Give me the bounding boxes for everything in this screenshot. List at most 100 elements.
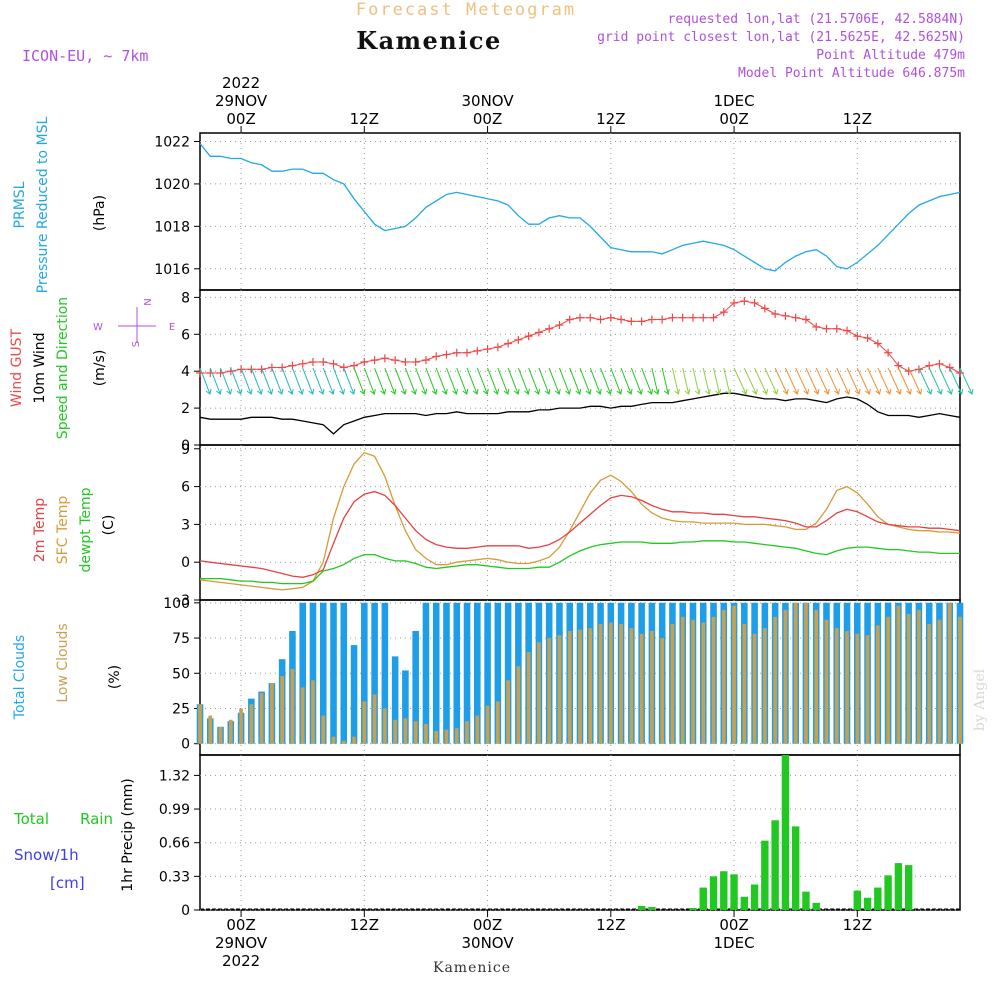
- wind-direction-arrow: [815, 367, 829, 395]
- total-cloud-bar: [484, 602, 491, 744]
- wind-direction-arrowhead: [421, 388, 428, 395]
- low-cloud-bar: [578, 629, 582, 744]
- gust-point: [658, 315, 667, 324]
- wind-direction-arrowhead: [339, 388, 346, 395]
- low-cloud-bar: [557, 635, 562, 744]
- gust-point: [853, 332, 862, 341]
- low-cloud-bar: [372, 694, 377, 744]
- wind-direction-arrowhead: [674, 388, 680, 395]
- low-cloud-bar: [670, 623, 675, 744]
- wind-direction-arrow: [671, 367, 679, 395]
- gust-point: [812, 322, 821, 331]
- low-cloud-bar: [526, 652, 531, 744]
- total-cloud-bar: [381, 602, 389, 744]
- bottom-time-label: 2022: [222, 952, 260, 970]
- wind-direction-arrow: [651, 367, 659, 395]
- wind-direction-arrowhead: [565, 388, 571, 395]
- low-cloud-bar: [259, 693, 264, 744]
- total-cloud-bar: [371, 602, 378, 744]
- wind-direction-arrow: [784, 367, 798, 395]
- wind-direction-arrow: [435, 367, 447, 395]
- wind-direction-arrow: [209, 367, 221, 395]
- gust-point: [565, 315, 574, 324]
- total-cloud-bar: [494, 602, 502, 744]
- wind-direction-arrowhead: [287, 388, 294, 395]
- clouds-ytick-label: 50: [172, 666, 190, 682]
- wind-direction-arrowhead: [431, 388, 438, 395]
- wind-direction-arrow: [333, 367, 344, 395]
- wind-ytick-label: 0: [181, 438, 190, 454]
- bottom-time-label: 30NOV: [462, 934, 515, 952]
- pressure-ytick-label: 1022: [154, 134, 190, 150]
- top-time-label: 29NOV: [215, 92, 268, 110]
- wind-ytick-label: 4: [181, 364, 190, 380]
- rain-bar: [904, 865, 913, 910]
- wind-direction-arrow: [805, 367, 819, 395]
- precip-ytick-label: 0.33: [159, 869, 190, 885]
- precip-unit: 1hr Precip (mm): [120, 778, 136, 891]
- wind-direction-arrowhead: [554, 388, 561, 395]
- wind-direction-arrowhead: [772, 388, 779, 395]
- wind-direction-arrow: [743, 367, 757, 395]
- total-cloud-bar: [340, 602, 348, 744]
- rain-bar: [740, 896, 749, 910]
- wind-direction-arrowhead: [926, 388, 933, 395]
- wind-direction-arrow: [487, 367, 499, 395]
- wind-direction-arrowhead: [318, 388, 325, 395]
- wind-direction-arrow: [415, 367, 427, 395]
- top-time-label: 00Z: [719, 110, 748, 128]
- gust-point: [945, 363, 954, 372]
- wind-direction-arrowhead: [834, 388, 840, 395]
- wind-direction-arrowhead: [441, 388, 448, 395]
- gust-point: [791, 313, 800, 322]
- wind-direction-arrowhead: [277, 388, 284, 395]
- wind-direction-arrowhead: [380, 388, 387, 395]
- gust-point: [432, 352, 441, 361]
- wind-direction-arrow: [507, 367, 519, 395]
- gust-point: [863, 333, 872, 342]
- rain-bar: [689, 907, 697, 910]
- low-cloud-bar: [280, 676, 285, 744]
- wind-direction-arrowhead: [916, 388, 923, 395]
- wind-direction-arrow: [795, 367, 809, 395]
- plot-layer: 101610181020102202468-30369025507510000.…: [154, 74, 974, 970]
- gust-point: [801, 315, 810, 324]
- low-cloud-bar: [855, 633, 860, 744]
- low-cloud-bar: [383, 708, 387, 744]
- bottom-time-label: 29NOV: [215, 934, 268, 952]
- wind-direction-arrowhead: [462, 388, 469, 395]
- wind-direction-arrow: [363, 367, 375, 395]
- low-cloud-bar: [927, 623, 932, 744]
- wind-direction-arrowhead: [957, 388, 964, 395]
- total-cloud-bar: [412, 631, 419, 744]
- low-cloud-bar: [875, 625, 880, 744]
- gust-point: [545, 324, 554, 333]
- wind-direction-arrow: [877, 367, 891, 395]
- total-cloud-bar: [453, 602, 461, 744]
- gust-point: [452, 348, 461, 357]
- wind-direction-arrowhead: [684, 388, 691, 395]
- total-clouds-label: Total Clouds: [12, 635, 28, 720]
- low-cloud-bar: [228, 719, 233, 744]
- sfc-temp-line: [199, 451, 961, 591]
- low-cloud-bar: [208, 715, 213, 744]
- gust-point: [771, 309, 780, 318]
- wind-direction-arrowhead: [616, 388, 623, 395]
- gust-point: [493, 343, 502, 352]
- wind-direction-arrow: [610, 367, 622, 395]
- clouds-ytick-label: 0: [181, 737, 190, 753]
- total-cloud-bar: [361, 602, 368, 744]
- gust-point: [534, 328, 543, 337]
- rain-bar: [750, 884, 759, 910]
- wind-direction-arrow: [723, 367, 731, 395]
- precip-ytick-label: 0: [181, 903, 190, 919]
- gust-point: [483, 345, 492, 354]
- gust-point: [463, 348, 472, 357]
- wind-direction-arrow: [856, 367, 870, 395]
- rain-bar: [699, 887, 707, 910]
- wind-direction-arrowhead: [370, 388, 376, 395]
- low-cloud-bar: [300, 687, 305, 744]
- wind-direction-arrowhead: [534, 388, 541, 395]
- wind-direction-arrowhead: [844, 388, 851, 395]
